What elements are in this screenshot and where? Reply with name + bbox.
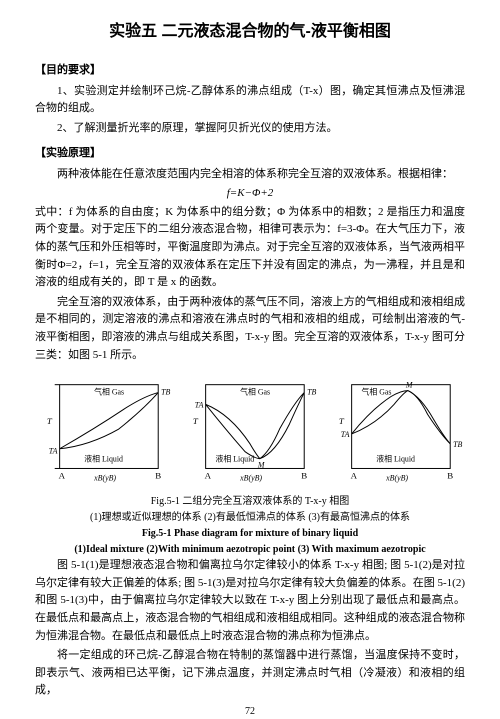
d2-A: A xyxy=(205,471,212,481)
caption-cn-sub: (1)理想或近似理想的体系 (2)有最低恒沸点的体系 (3)有最高恒沸点的体系 xyxy=(35,511,465,525)
d1-ylabel: T xyxy=(47,416,53,426)
d3-TA: TA xyxy=(341,430,350,439)
d3-liquid-label: 液相 Liquid xyxy=(376,454,415,464)
d2-TB: TB xyxy=(307,388,316,397)
d2-ylabel: T xyxy=(193,416,199,426)
section3-para2: 将一定组成的环己烷-乙醇混合物在特制的蒸馏器中进行蒸馏，当温度保持不变时，即表示… xyxy=(35,647,465,700)
d1-xlabel: xB(yB) xyxy=(93,474,116,483)
d3-TB: TB xyxy=(453,440,462,449)
diagram-1: 气相 Gas 液相 Liquid T TA TB A B xB(yB) xyxy=(35,374,173,489)
formula: f=K−Φ+2 xyxy=(35,185,465,202)
caption-en-sub: (1)Ideal mixture (2)With minimum aezotro… xyxy=(35,543,465,557)
diagrams-row: 气相 Gas 液相 Liquid T TA TB A B xB(yB) 气相 G… xyxy=(35,374,465,489)
d1-liquid-label: 液相 Liquid xyxy=(84,454,123,464)
d1-A: A xyxy=(59,471,66,481)
d2-M: M xyxy=(257,461,265,470)
d3-M: M xyxy=(405,381,413,390)
section1-item1: 1、实验测定并绘制环己烷-乙醇体系的沸点组成（T-x）图，确定其恒沸点及恒沸混合… xyxy=(35,83,465,118)
page-number: 72 xyxy=(35,704,465,719)
section2-para2: 式中：f 为体系的自由度；K 为体系中的组分数；Φ 为体系中的相数；2 是指压力… xyxy=(35,204,465,292)
d2-gas-label: 气相 Gas xyxy=(240,387,270,397)
d3-A: A xyxy=(351,471,358,481)
section3-para1: 图 5-1(1)是理想液态混合物和偏离拉乌尔定律较小的体系 T-x-y 相图; … xyxy=(35,557,465,645)
diagram-2: 气相 Gas 液相 Liquid T TA TB M A B xB(yB) xyxy=(181,374,319,489)
d1-TB: TB xyxy=(161,388,170,397)
section2-para1: 两种液体能在任意浓度范围内完全相溶的体系称完全互溶的双液体系。根据相律： xyxy=(35,166,465,184)
d1-B: B xyxy=(155,471,161,481)
section2-header: 【实验原理】 xyxy=(35,145,465,162)
section1-item2: 2、了解测量折光率的原理，掌握阿贝折光仪的使用方法。 xyxy=(35,120,465,138)
caption-en-title: Fig.5-1 Phase diagram for mixture of bin… xyxy=(35,527,465,541)
section1-header: 【目的要求】 xyxy=(35,62,465,79)
d1-TA: TA xyxy=(49,447,58,456)
d2-TA: TA xyxy=(195,401,204,410)
section2-para3: 完全互溶的双液体系，由于两种液体的蒸气压不同，溶液上方的气相组成和液相组成是不相… xyxy=(35,294,465,364)
d2-B: B xyxy=(301,471,307,481)
d3-xlabel: xB(yB) xyxy=(385,474,408,483)
page-title: 实验五 二元液态混合物的气-液平衡相图 xyxy=(35,20,465,44)
d2-xlabel: xB(yB) xyxy=(239,474,262,483)
caption-cn-title: Fig.5-1 二组分完全互溶双液体系的 T-x-y 相图 xyxy=(35,495,465,509)
d2-liquid-label: 液相 Liquid xyxy=(216,454,255,464)
diagram-3: 气相 Gas 液相 Liquid T TA TB M A B xB(yB) xyxy=(327,374,465,489)
d3-gas-label: 气相 Gas xyxy=(362,387,392,397)
d3-B: B xyxy=(447,471,453,481)
d3-ylabel: T xyxy=(339,416,345,426)
d1-gas-label: 气相 Gas xyxy=(94,387,124,397)
